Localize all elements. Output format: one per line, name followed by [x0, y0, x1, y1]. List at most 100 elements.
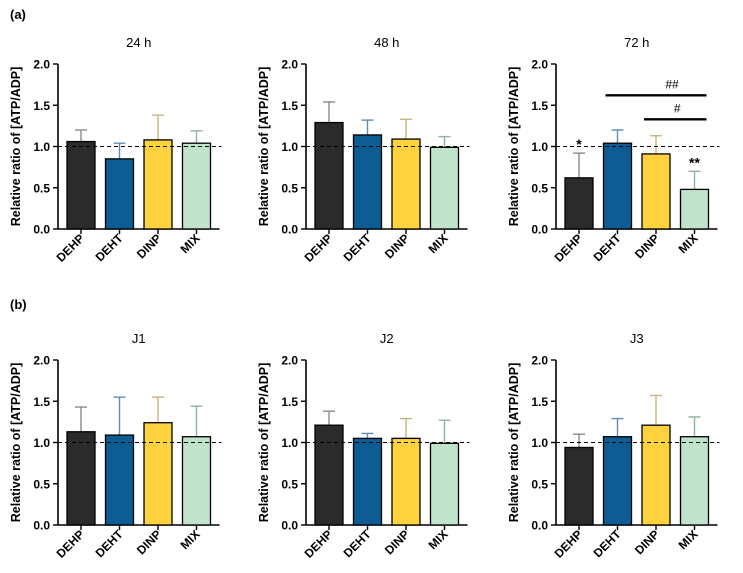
x-tick-label-dehp: DEHP [302, 527, 335, 560]
x-tick-label-mix: MIX [676, 527, 701, 552]
y-axis-label: Relative ratio of [ATP/ADP] [507, 363, 521, 523]
chart-panel-5: J2 0.0 0.5 1.0 1.5 2.0 Relative ratio of [ATP/… [257, 331, 470, 561]
x-tick-label-dehp: DEHP [552, 231, 585, 264]
y-tick-label: 1.0 [531, 140, 548, 154]
y-axis-label: Relative ratio of [ATP/ADP] [257, 67, 271, 227]
bar-deht [602, 436, 633, 526]
bar-dinp [143, 422, 173, 526]
x-tick-label-mix: MIX [178, 231, 203, 256]
y-tick-label: 0.5 [33, 181, 50, 195]
y-tick-label: 1.0 [281, 140, 298, 154]
y-tick-label: 0.5 [33, 477, 50, 491]
y-tick-label: 0.0 [531, 519, 548, 533]
y-tick-label: 1.5 [33, 99, 50, 113]
y-tick-label: 2.0 [531, 354, 548, 368]
bar-dinp [391, 138, 421, 230]
y-tick-label: 1.5 [281, 395, 298, 409]
y-tick-label: 1.0 [531, 436, 548, 450]
y-tick-label: 1.0 [33, 436, 50, 450]
bar-dehp [564, 177, 594, 230]
y-tick-label: 2.0 [281, 354, 298, 368]
panel-label-b: (b) [10, 297, 27, 312]
y-tick-label: 0.0 [281, 519, 298, 533]
bar-deht [352, 437, 383, 526]
bar-dehp [314, 424, 344, 526]
y-tick-label: 1.5 [33, 395, 50, 409]
bar-deht [104, 434, 135, 526]
x-tick-label-deht: DEHT [591, 231, 624, 264]
chart-title: 48 h [374, 35, 399, 50]
x-tick-label-deht: DEHT [93, 527, 126, 560]
x-tick-label-mix: MIX [178, 527, 203, 552]
bar-dinp [391, 437, 421, 526]
y-axis-label: Relative ratio of [ATP/ADP] [257, 363, 271, 523]
bar-dehp [564, 446, 594, 526]
bar-dinp [143, 139, 173, 230]
x-tick-label-dehp: DEHP [552, 527, 585, 560]
y-tick-label: 1.5 [281, 99, 298, 113]
y-tick-label: 0.5 [281, 477, 298, 491]
bar-mix [181, 142, 212, 230]
chart-panel-4: J1 0.0 0.5 1.0 1.5 2.0 Relative ratio of [ATP/… [9, 331, 222, 561]
comparison-label: # [674, 101, 681, 115]
x-tick-label-dehp: DEHP [302, 231, 335, 264]
y-tick-label: 0.0 [531, 223, 548, 237]
chart-title: 72 h [624, 35, 649, 50]
y-tick-label: 1.5 [531, 99, 548, 113]
x-tick-label-deht: DEHT [341, 231, 374, 264]
bar-dehp [66, 140, 96, 230]
chart-title: J3 [630, 331, 644, 346]
x-tick-label-mix: MIX [426, 231, 451, 256]
y-axis-label: Relative ratio of [ATP/ADP] [9, 363, 23, 523]
significance-marker: * [576, 136, 582, 152]
bar-dinp [641, 153, 671, 230]
y-tick-label: 0.0 [281, 223, 298, 237]
x-tick-label-dinp: DINP [134, 231, 164, 261]
bar-mix [679, 188, 710, 230]
y-tick-label: 2.0 [33, 58, 50, 72]
comparison-label: ## [665, 77, 679, 91]
x-tick-label-dinp: DINP [382, 231, 412, 261]
x-tick-label-mix: MIX [426, 527, 451, 552]
chart-panel-2: 48 h 0.0 0.5 1.0 1.5 2.0 Relative ratio of [AT… [257, 35, 470, 265]
bar-dehp [314, 121, 344, 230]
y-tick-label: 0.5 [531, 181, 548, 195]
y-tick-label: 0.0 [33, 519, 50, 533]
chart-panel-3: 72 h 0.0 0.5 1.0 1.5 2.0 Relative ratio of [AT… [507, 35, 720, 265]
significance-marker: ** [689, 154, 700, 170]
bar-deht [352, 134, 383, 230]
y-tick-label: 0.5 [281, 181, 298, 195]
x-tick-label-deht: DEHT [341, 527, 374, 560]
x-tick-label-dinp: DINP [632, 231, 662, 261]
chart-panel-6: J3 0.0 0.5 1.0 1.5 2.0 Relative ratio of [ATP/… [507, 331, 720, 561]
bar-dinp [641, 424, 671, 526]
x-tick-label-dinp: DINP [134, 527, 164, 557]
bar-deht [104, 158, 135, 230]
chart-title: J1 [132, 331, 146, 346]
bar-dehp [66, 431, 96, 526]
bar-mix [429, 442, 460, 526]
y-tick-label: 2.0 [281, 58, 298, 72]
chart-title: J2 [380, 331, 394, 346]
y-tick-label: 1.5 [531, 395, 548, 409]
x-tick-label-mix: MIX [676, 231, 701, 256]
bar-mix [429, 146, 460, 230]
y-tick-label: 1.0 [281, 436, 298, 450]
charts-container: 24 h 0.0 0.5 1.0 1.5 2.0 Relative ratio of [AT… [9, 35, 720, 561]
x-tick-label-dinp: DINP [632, 527, 662, 557]
x-tick-label-dehp: DEHP [54, 527, 87, 560]
bar-mix [679, 436, 710, 526]
x-tick-label-dehp: DEHP [54, 231, 87, 264]
chart-panel-1: 24 h 0.0 0.5 1.0 1.5 2.0 Relative ratio of [AT… [9, 35, 222, 265]
y-axis-label: Relative ratio of [ATP/ADP] [507, 67, 521, 227]
bar-deht [602, 142, 633, 230]
y-axis-label: Relative ratio of [ATP/ADP] [9, 67, 23, 227]
x-tick-label-deht: DEHT [591, 527, 624, 560]
bar-mix [181, 436, 212, 526]
y-tick-label: 2.0 [33, 354, 50, 368]
y-tick-label: 1.0 [33, 140, 50, 154]
x-tick-label-dinp: DINP [382, 527, 412, 557]
panel-label-a: (a) [10, 7, 26, 22]
chart-title: 24 h [126, 35, 151, 50]
